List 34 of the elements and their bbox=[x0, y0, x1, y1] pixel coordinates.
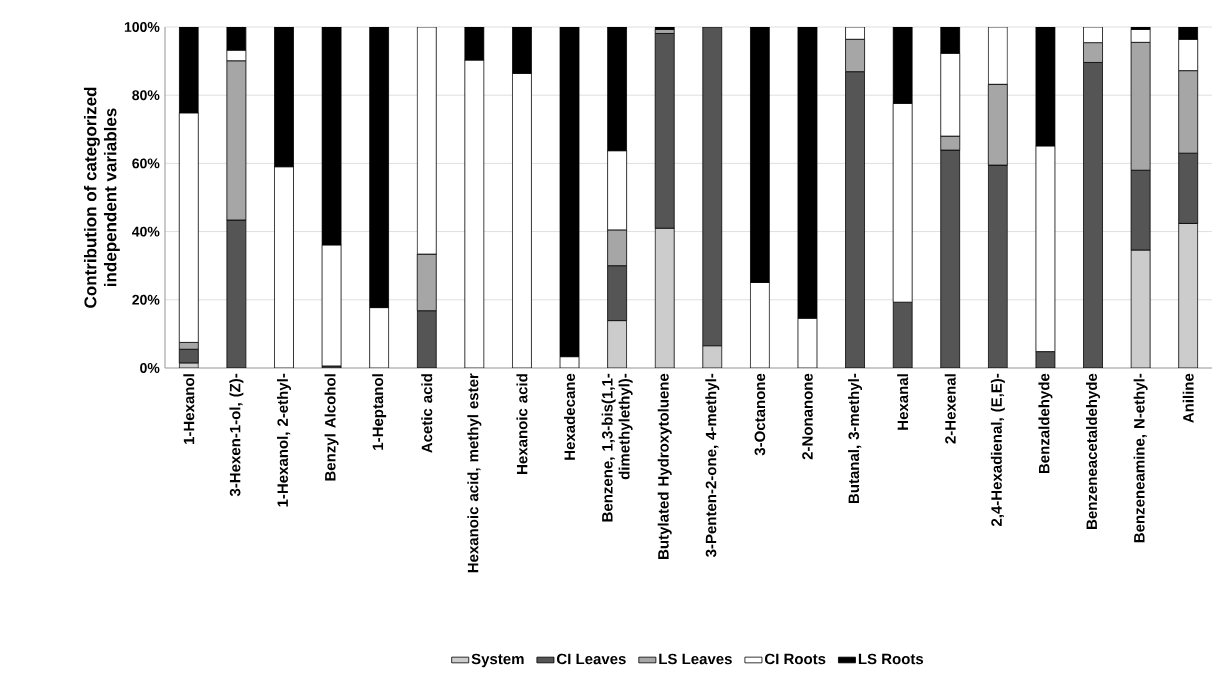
x-tick-label: Benzyl Alcohol bbox=[324, 374, 339, 481]
x-tick-label: Benzene, 1,3-bis(1,1-dimethylethyl)- bbox=[601, 373, 633, 522]
y-tick-label: 40% bbox=[132, 226, 160, 237]
x-tick-label: 1-Hexanol, 2-ethyl- bbox=[276, 373, 291, 507]
legend-label: CI Roots bbox=[764, 653, 826, 665]
y-tick-label: 100% bbox=[124, 22, 160, 32]
x-tick-label: Hexanal bbox=[897, 374, 909, 430]
x-tick-label: Hexanoic acid, methyl ester bbox=[467, 373, 482, 573]
x-tick-label: 2-Nonanone bbox=[802, 373, 813, 460]
x-tick-label: Hexadecane bbox=[564, 373, 576, 460]
x-tick-label: Butylated Hydroxytoluene bbox=[657, 373, 672, 559]
legend-label: LS Roots bbox=[858, 653, 924, 665]
x-tick-label: Hexanoic acid bbox=[516, 374, 528, 474]
x-tick-label: Aniline bbox=[1182, 373, 1194, 423]
x-tick-label: Benzeneacetaldehyde bbox=[1086, 373, 1100, 529]
y-tick-label: 20% bbox=[132, 294, 160, 305]
x-tick-label: 1-Heptanol bbox=[372, 374, 387, 450]
x-tick-label: Benzeneamine, N-ethyl- bbox=[1133, 373, 1148, 543]
y-tick-label: 80% bbox=[132, 90, 160, 101]
x-tick-label: 3-Hexen-1-ol, (Z)- bbox=[229, 373, 244, 497]
legend-label: System bbox=[471, 653, 524, 668]
x-tick-label: 2-Hexenal bbox=[944, 374, 956, 444]
x-tick-label: 3-Octanone bbox=[754, 373, 766, 456]
x-tick-label: 2,4-Hexadienal, (E,E)- bbox=[990, 373, 1005, 527]
x-tick-label: Benzaldehyde bbox=[1038, 373, 1053, 474]
x-tick-label: 1-Hexanol bbox=[183, 374, 195, 444]
y-tick-label: 0% bbox=[140, 363, 160, 373]
x-tick-label: Butanal, 3-methyl- bbox=[848, 373, 863, 504]
legend-label: LS Leaves bbox=[659, 653, 732, 665]
y-axis-title: Contribution of categorized independent variables bbox=[83, 87, 120, 308]
x-tick-label: 3-Penten-2-one, 4-methyl- bbox=[705, 373, 720, 558]
x-tick-label: Acetic acid bbox=[421, 374, 433, 453]
y-tick-label: 60% bbox=[132, 158, 160, 169]
legend-label: CI Leaves bbox=[556, 653, 626, 665]
